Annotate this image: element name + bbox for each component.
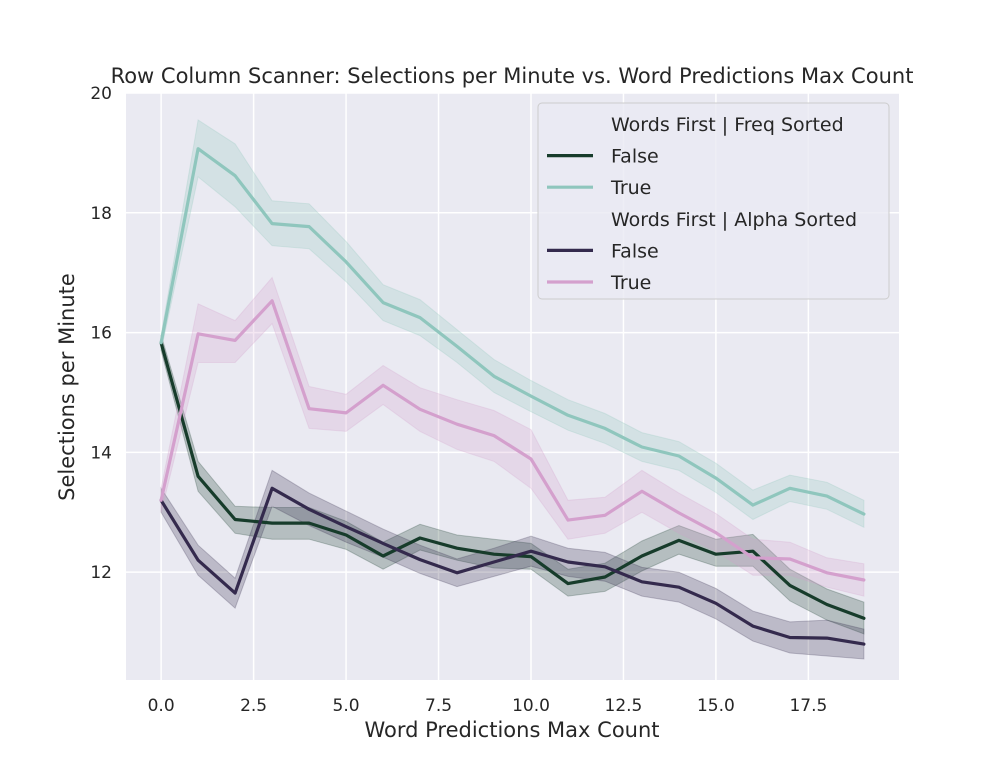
y-tick-label: 16 (90, 324, 112, 344)
y-tick-label: 12 (90, 563, 112, 583)
x-tick-labels: 0.0 2.5 5.0 7.5 10.0 12.5 15.0 17.5 (148, 696, 828, 716)
legend-entry-label: False (611, 240, 659, 262)
x-tick-label: 2.5 (240, 696, 267, 716)
y-tick-label: 14 (90, 443, 112, 463)
y-tick-labels: 12 14 16 18 20 (90, 84, 112, 583)
legend-box (537, 102, 890, 300)
legend-entry-label: True (610, 177, 651, 199)
legend-entry-label: False (611, 146, 659, 168)
series-line (159, 147, 866, 516)
x-tick-label: 5.0 (333, 696, 360, 716)
series-line (159, 486, 866, 646)
x-tick-label: 12.5 (605, 696, 643, 716)
confidence-band (160, 334, 865, 635)
x-tick-label: 15.0 (697, 696, 735, 716)
series-lines (159, 147, 866, 646)
confidence-band (160, 119, 865, 529)
confidence-band (160, 469, 865, 660)
y-tick-label: 18 (90, 204, 112, 224)
x-tick-label: 17.5 (789, 696, 827, 716)
chart-title: Row Column Scanner: Selections per Minut… (111, 64, 914, 88)
series-line (159, 299, 866, 582)
x-axis-label: Word Predictions Max Count (364, 718, 659, 742)
legend-group-title: Words First | Alpha Sorted (611, 209, 857, 231)
legend: Words First | Freq Sorted False True Words … (537, 102, 890, 300)
y-tick-label: 20 (90, 84, 112, 104)
x-tick-label: 7.5 (425, 696, 452, 716)
y-axis-label: Selections per Minute (55, 273, 79, 501)
legend-entry-label: True (610, 272, 651, 294)
legend-group-title: Words First | Freq Sorted (611, 114, 844, 136)
x-tick-label: 0.0 (148, 696, 175, 716)
x-tick-label: 10.0 (512, 696, 550, 716)
